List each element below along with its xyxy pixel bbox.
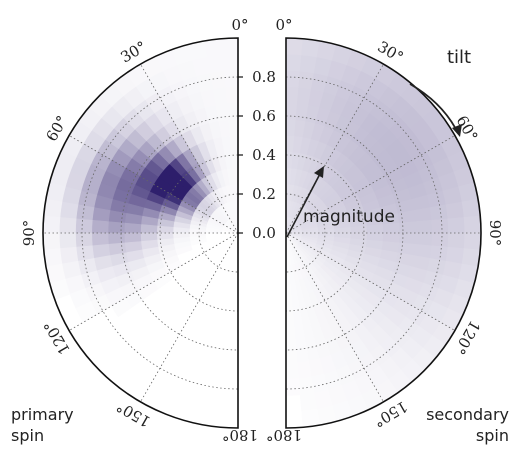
radial-tick-label: 0.4: [252, 146, 276, 164]
heatmap-cell: [203, 38, 223, 58]
grid-spoke: [285, 63, 384, 234]
heatmap-cell: [75, 204, 95, 221]
heatmap-cell: [301, 38, 321, 58]
secondary-spin-label-line2: spin: [476, 426, 509, 445]
heatmap-cell: [110, 297, 132, 318]
magnitude-label: magnitude: [303, 207, 395, 227]
heatmap-cell: [461, 198, 481, 218]
primary-spin-label-line1: primary: [11, 405, 74, 424]
heatmap-cell: [285, 313, 295, 331]
heatmap-cell: [447, 217, 466, 234]
magnitude-arrow: [286, 169, 323, 238]
heatmap-cell: [107, 221, 126, 234]
heatmap-cell: [91, 232, 109, 247]
grid-circle: [285, 154, 365, 312]
heatmap-cell: [285, 37, 304, 56]
heatmap-cell: [75, 218, 93, 234]
primary-spin-label-line2: spin: [11, 426, 44, 445]
grid-spoke: [140, 232, 239, 403]
heatmap-cell: [431, 232, 449, 248]
angle-tick-label: 150°: [113, 397, 153, 431]
heatmap-cell: [91, 219, 109, 234]
heatmap-cell: [301, 408, 321, 428]
heatmap-cell: [463, 232, 482, 251]
angle-tick-label: 0°: [231, 16, 248, 34]
heatmap-cell: [431, 218, 449, 234]
heatmap-cell: [398, 221, 417, 234]
angle-tick-label: 0°: [275, 16, 292, 34]
heatmap-cell: [223, 70, 239, 88]
magnitude-arrowhead: [314, 166, 324, 178]
grid-spoke: [140, 63, 239, 234]
radial-tick-label: 0.0: [252, 224, 276, 242]
heatmap-cell: [285, 70, 301, 88]
grid-circle: [285, 193, 326, 273]
heatmap-cell: [222, 53, 239, 72]
grid-circle: [285, 115, 404, 351]
heatmap-cell: [445, 201, 465, 220]
heatmap-cell: [461, 248, 481, 268]
radial-tick-label: 0.6: [252, 107, 276, 125]
radial-tick-labels: 0.0 0.2 0.4 0.6 0.8: [238, 68, 276, 242]
heatmap-cell: [285, 86, 300, 104]
half-disk-outlines: [42, 37, 482, 429]
heatmap-cell: [285, 345, 298, 364]
heatmap-cell: [413, 207, 433, 222]
angle-tick-label: 180°: [222, 426, 258, 444]
heatmap-cell: [285, 53, 302, 72]
grid-spoke: [68, 232, 239, 331]
radial-tick-label: 0.8: [252, 68, 276, 86]
heatmap-cell: [298, 376, 315, 396]
heatmap-cell: [224, 86, 239, 104]
heatmap-cell: [415, 219, 433, 234]
angle-tick-label: 90°: [486, 220, 504, 247]
heatmap-cell: [59, 201, 79, 220]
grid-spoke: [285, 232, 384, 403]
grid-spoke: [68, 135, 239, 234]
heatmap-cell: [285, 297, 294, 315]
heatmap-cell: [415, 232, 433, 247]
angle-tick-label: 90°: [20, 220, 38, 247]
heatmap-cell: [75, 232, 93, 248]
heatmap-cell: [43, 248, 63, 268]
angle-tick-label: 180°: [266, 426, 302, 444]
heatmap-cell: [43, 198, 63, 218]
heatmap-cell: [156, 225, 174, 234]
heatmap-cell: [42, 232, 61, 251]
heatmap-cell: [299, 392, 318, 412]
heatmap-cell: [285, 329, 297, 348]
secondary-spin-label-line1: secondary: [426, 405, 509, 424]
grid-spoke: [285, 232, 456, 331]
grid-circle: [198, 193, 239, 273]
heatmap-cell: [58, 232, 77, 249]
heatmap-cell: [398, 232, 417, 245]
polar-grid: [43, 63, 481, 403]
half-disk-outline: [42, 37, 239, 429]
heatmap-cell: [107, 232, 126, 245]
heatmap-cell: [429, 204, 449, 221]
heatmap-cell: [226, 102, 239, 121]
heatmap-cell: [285, 378, 301, 396]
heatmap-cell: [285, 102, 298, 121]
grid-spoke: [285, 135, 456, 234]
heatmap-cell: [140, 224, 158, 234]
tilt-label: tilt: [447, 47, 471, 68]
grid-circle: [120, 115, 239, 351]
radial-tick-label: 0.2: [252, 185, 276, 203]
half-disk-outline: [285, 37, 482, 429]
grid-circle: [159, 154, 239, 312]
heatmap-cell: [42, 215, 61, 234]
heatmap-cell: [58, 217, 77, 234]
heatmap-cell: [91, 207, 111, 222]
angle-tick-label: 120°: [40, 317, 74, 357]
heatmap-cell: [463, 215, 482, 234]
heatmap-cell: [123, 222, 142, 234]
primary-spin-density-map: [42, 37, 239, 323]
heatmap-cell: [220, 37, 239, 56]
heatmap-cell: [447, 232, 466, 249]
heatmap-cell: [297, 360, 312, 380]
tilt-arrowhead: [452, 124, 462, 137]
heatmap-cell: [285, 362, 300, 380]
